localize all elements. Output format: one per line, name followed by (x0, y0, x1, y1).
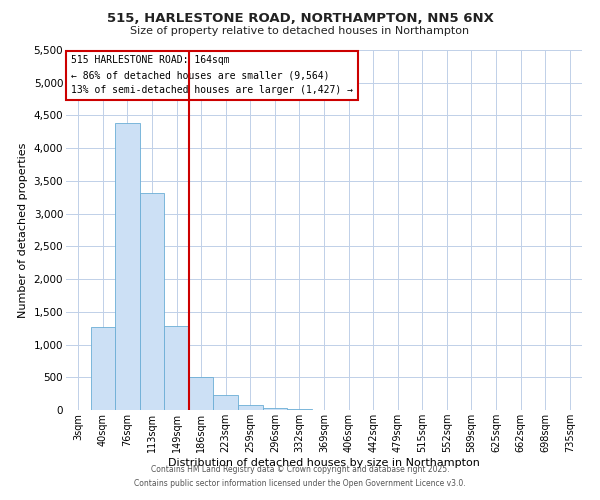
Text: Size of property relative to detached houses in Northampton: Size of property relative to detached ho… (130, 26, 470, 36)
X-axis label: Distribution of detached houses by size in Northampton: Distribution of detached houses by size … (168, 458, 480, 468)
Text: Contains HM Land Registry data © Crown copyright and database right 2025.
Contai: Contains HM Land Registry data © Crown c… (134, 466, 466, 487)
Text: 515, HARLESTONE ROAD, NORTHAMPTON, NN5 6NX: 515, HARLESTONE ROAD, NORTHAMPTON, NN5 6… (107, 12, 493, 26)
Bar (263, 408, 287, 410)
Bar (238, 405, 263, 410)
Text: 515 HARLESTONE ROAD: 164sqm
← 86% of detached houses are smaller (9,564)
13% of : 515 HARLESTONE ROAD: 164sqm ← 86% of det… (71, 56, 353, 95)
Bar (189, 378, 214, 410)
Bar (115, 124, 140, 410)
Bar (91, 327, 115, 410)
Bar (164, 326, 189, 410)
Bar (140, 192, 164, 410)
Bar (214, 395, 238, 410)
Y-axis label: Number of detached properties: Number of detached properties (18, 142, 28, 318)
